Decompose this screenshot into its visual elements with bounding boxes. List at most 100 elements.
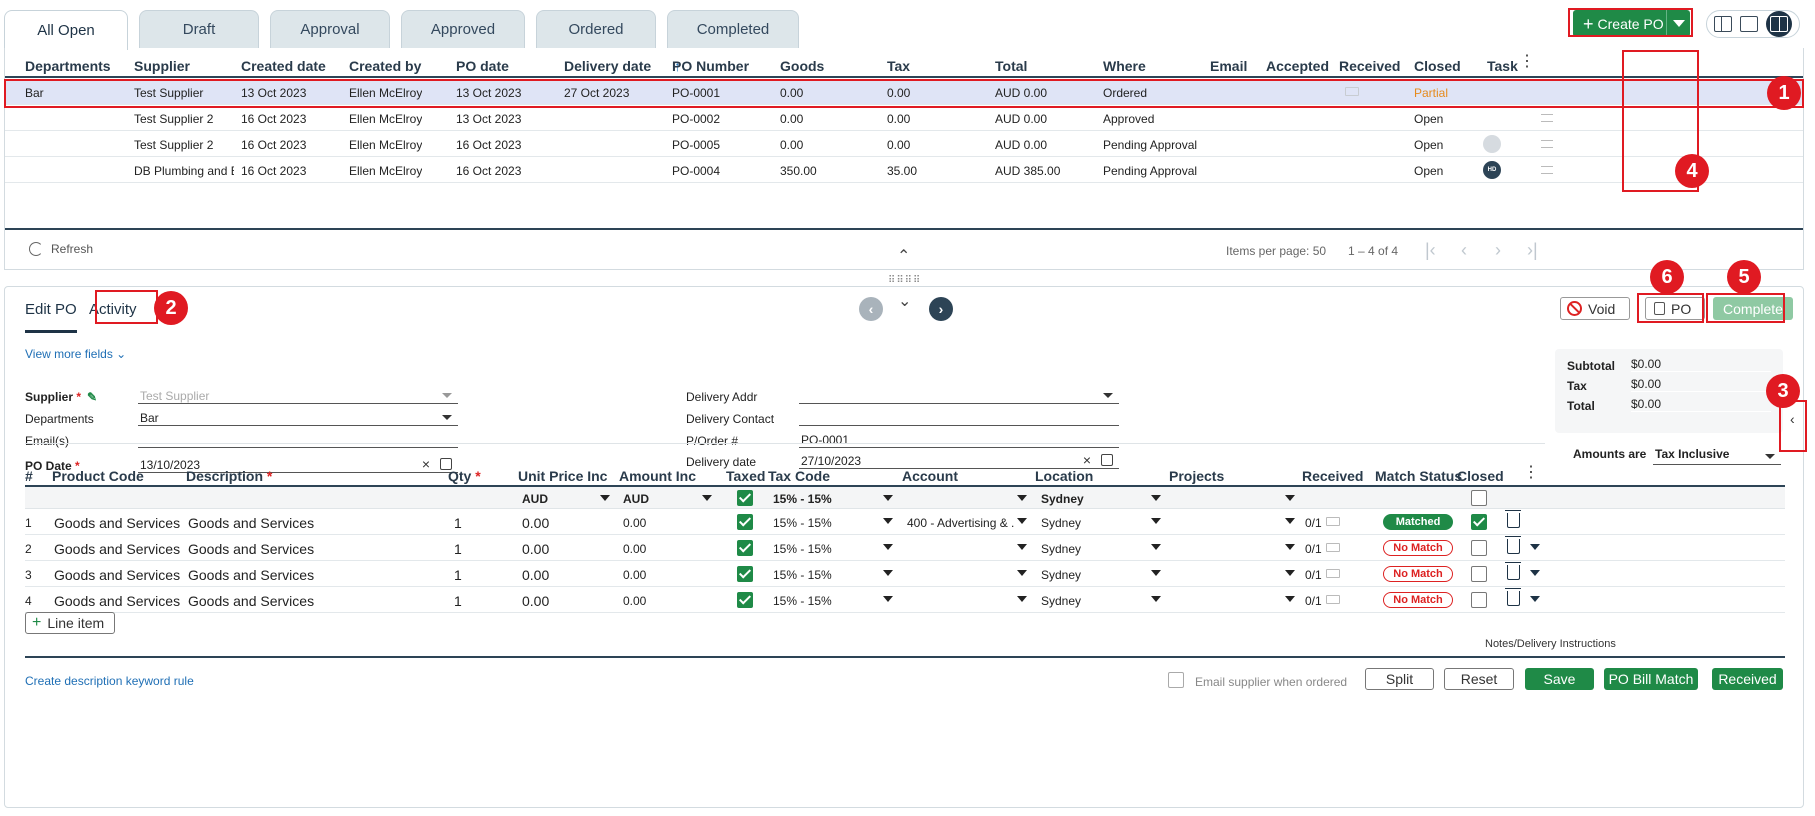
expand-row-icon[interactable] — [1530, 544, 1540, 550]
chevron-down-icon[interactable] — [883, 596, 893, 602]
delivery-addr-field[interactable] — [799, 386, 1119, 404]
line-closed-checkbox[interactable] — [1471, 540, 1487, 556]
line-closed-checkbox[interactable] — [1471, 592, 1487, 608]
pencil-icon[interactable]: ✎ — [87, 390, 98, 404]
tab-approved[interactable]: Approved — [401, 10, 525, 48]
truck-icon[interactable] — [1326, 595, 1340, 604]
more-vertical-icon[interactable]: ⋮ — [1519, 53, 1535, 70]
supplier-field[interactable]: Test Supplier — [138, 386, 458, 404]
view-more-fields-link[interactable]: View more fields ⌄ — [25, 347, 127, 361]
filter-tax-code[interactable]: 15% - 15% — [773, 492, 832, 506]
line-qty[interactable]: 1 — [454, 515, 462, 531]
filter-closed-checkbox[interactable] — [1471, 490, 1487, 506]
col-created-date[interactable]: Created date — [241, 58, 326, 74]
line-amount[interactable]: 0.00 — [623, 594, 647, 608]
col-supplier[interactable]: Supplier — [134, 58, 191, 74]
tab-edit-po[interactable]: Edit PO — [25, 301, 77, 333]
notes-icon[interactable] — [1541, 114, 1553, 122]
trash-icon[interactable] — [1505, 536, 1521, 554]
line-location[interactable]: Sydney — [1041, 542, 1082, 556]
notes-icon[interactable] — [1541, 166, 1553, 174]
col-po-date[interactable]: PO date — [456, 58, 509, 74]
next-record-button[interactable]: › — [929, 297, 953, 321]
calendar-icon[interactable] — [440, 458, 452, 470]
tab-activity[interactable]: Activity — [89, 301, 137, 318]
table-row[interactable]: Test Supplier 2 16 Oct 2023 Ellen McElro… — [5, 105, 1803, 131]
chevron-down-icon[interactable] — [1151, 570, 1161, 576]
chevron-down-icon[interactable] — [1017, 570, 1027, 576]
chevron-down-icon[interactable]: ⌄ — [898, 293, 912, 310]
create-po-button[interactable]: + Create PO — [1573, 10, 1690, 37]
line-location[interactable]: Sydney — [1041, 568, 1082, 582]
col-task[interactable]: Task — [1487, 58, 1518, 74]
line-product-code[interactable]: Goods and Services — [54, 515, 181, 531]
col-accepted[interactable]: Accepted — [1266, 58, 1330, 74]
chevron-down-icon[interactable] — [1151, 596, 1161, 602]
filter-taxed-checkbox[interactable] — [737, 490, 753, 506]
collapse-side-icon[interactable]: ‹ — [1790, 411, 1795, 427]
line-description[interactable]: Goods and Services — [188, 567, 315, 583]
col-received[interactable]: Received — [1339, 58, 1401, 74]
chevron-down-icon[interactable] — [1285, 495, 1295, 501]
chevron-down-icon[interactable] — [600, 495, 610, 501]
side-panel-view-button[interactable] — [1766, 11, 1792, 37]
truck-icon[interactable] — [1326, 569, 1340, 578]
col-tax[interactable]: Tax — [887, 58, 911, 74]
filter-location[interactable]: Sydney — [1041, 492, 1084, 506]
chevron-down-icon[interactable] — [883, 518, 893, 524]
more-vertical-icon[interactable]: ⋮ — [1523, 464, 1539, 481]
truck-icon[interactable] — [1326, 543, 1340, 552]
chevron-down-icon[interactable] — [1151, 518, 1161, 524]
line-description[interactable]: Goods and Services — [188, 515, 315, 531]
chevron-down-icon[interactable] — [1285, 518, 1295, 524]
truck-icon[interactable] — [1326, 517, 1340, 526]
expand-row-icon[interactable] — [1530, 596, 1540, 602]
line-closed-checkbox[interactable] — [1471, 566, 1487, 582]
chevron-down-icon[interactable] — [1151, 495, 1161, 501]
departments-field[interactable]: Bar — [138, 408, 458, 426]
chevron-down-icon[interactable] — [1017, 596, 1027, 602]
line-taxed-checkbox[interactable] — [737, 566, 753, 582]
col-email[interactable]: Email — [1210, 58, 1248, 74]
filter-unit-currency[interactable]: AUD — [522, 492, 548, 506]
emails-field[interactable] — [138, 430, 458, 448]
keyword-rule-link[interactable]: Create description keyword rule — [25, 674, 194, 688]
line-tax-code[interactable]: 15% - 15% — [773, 542, 832, 556]
amounts-are-select[interactable]: Tax Inclusive — [1653, 447, 1781, 465]
void-button[interactable]: Void — [1560, 297, 1630, 320]
line-product-code[interactable]: Goods and Services — [54, 593, 181, 609]
list-item[interactable]: 1 Goods and Services Goods and Services … — [25, 509, 1785, 535]
line-unit-price[interactable]: 0.00 — [522, 541, 550, 557]
filter-amount-currency[interactable]: AUD — [623, 492, 649, 506]
line-amount[interactable]: 0.00 — [623, 568, 647, 582]
calendar-icon[interactable] — [1101, 454, 1113, 466]
col-created-by[interactable]: Created by — [349, 58, 422, 74]
create-po-dropdown[interactable] — [1666, 10, 1690, 37]
line-description[interactable]: Goods and Services — [188, 541, 315, 557]
tab-approval[interactable]: Approval — [270, 10, 390, 48]
col-total[interactable]: Total — [995, 58, 1028, 74]
delivery-date-field[interactable]: 27/10/2023 × — [799, 451, 1119, 469]
line-unit-price[interactable]: 0.00 — [522, 515, 550, 531]
chevron-down-icon[interactable] — [1017, 518, 1027, 524]
line-product-code[interactable]: Goods and Services — [54, 541, 181, 557]
trash-icon[interactable] — [1505, 562, 1521, 580]
complete-button[interactable]: Complete — [1713, 297, 1793, 320]
col-departments[interactable]: Departments — [25, 58, 111, 74]
resize-handle[interactable]: ⠿⠿⠿⠿ — [888, 275, 922, 286]
items-per-page[interactable]: Items per page: 50 — [1226, 244, 1327, 258]
line-location[interactable]: Sydney — [1041, 594, 1082, 608]
first-page-icon[interactable]: |‹ — [1425, 240, 1436, 260]
delivery-contact-field[interactable] — [799, 408, 1119, 426]
line-amount[interactable]: 0.00 — [623, 542, 647, 556]
po-bill-match-button[interactable]: PO Bill Match — [1604, 668, 1698, 690]
col-delivery-date[interactable]: Delivery date — [564, 58, 652, 74]
list-item[interactable]: 3 Goods and Services Goods and Services … — [25, 561, 1785, 587]
line-qty[interactable]: 1 — [454, 593, 462, 609]
tab-ordered[interactable]: Ordered — [536, 10, 656, 48]
chevron-down-icon[interactable] — [1285, 570, 1295, 576]
tab-completed[interactable]: Completed — [667, 10, 799, 48]
line-tax-code[interactable]: 15% - 15% — [773, 594, 832, 608]
col-where[interactable]: Where — [1103, 58, 1146, 74]
table-row[interactable]: Bar Test Supplier 13 Oct 2023 Ellen McEl… — [5, 79, 1803, 105]
